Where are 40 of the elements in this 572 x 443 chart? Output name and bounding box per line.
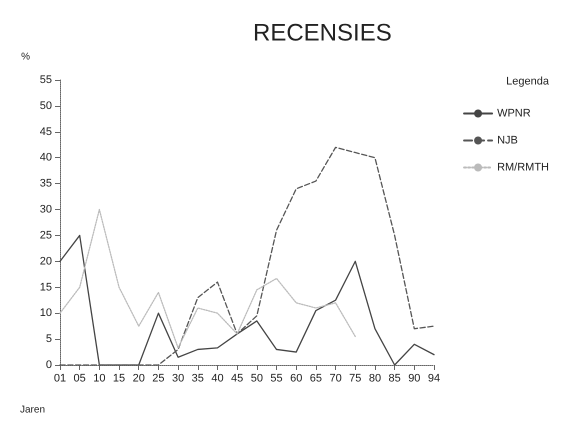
- x-tick-label: 45: [231, 372, 244, 384]
- y-tick-label: 5: [46, 333, 52, 346]
- y-tick-label: 40: [40, 152, 52, 164]
- y-tick-label: 10: [40, 307, 52, 320]
- x-axis-title: Jaren: [20, 404, 46, 416]
- x-tick-label: 90: [408, 372, 420, 384]
- line-series: [59, 208, 356, 349]
- chart-title: RECENSIES: [253, 20, 392, 46]
- y-tick-label: 55: [40, 74, 52, 86]
- x-tick-label: 25: [152, 372, 165, 384]
- legend-label: RM/RMTH: [497, 162, 550, 174]
- x-tick-label: 20: [132, 372, 145, 384]
- x-tick-label: 65: [310, 372, 322, 384]
- x-tick-label: 85: [388, 372, 401, 384]
- x-tick-label: 70: [329, 372, 342, 384]
- legend-label: NJB: [497, 134, 518, 146]
- x-tick-label: 50: [250, 372, 263, 384]
- x-tick-label: 60: [290, 372, 302, 384]
- legend-label: WPNR: [497, 108, 531, 120]
- y-tick-label: 35: [40, 178, 52, 190]
- x-tick-label: 30: [172, 372, 184, 384]
- legend-title: Legenda: [506, 76, 550, 88]
- y-tick-label: 0: [46, 359, 52, 371]
- y-tick-label: 25: [40, 229, 52, 242]
- y-axis-title: %: [21, 52, 30, 62]
- x-tick-label: 94: [428, 372, 440, 384]
- y-tick-label: 15: [40, 281, 52, 294]
- x-tick-label: 80: [368, 372, 382, 384]
- x-tick-label: 35: [192, 372, 204, 384]
- y-tick-label: 20: [40, 255, 52, 268]
- x-tick-label: 10: [93, 372, 106, 384]
- y-tick-label: 50: [40, 100, 52, 112]
- y-tick-label: 45: [40, 126, 52, 138]
- x-tick-label: 01: [54, 372, 66, 384]
- x-tick-label: 40: [211, 372, 224, 384]
- y-tick-label: 30: [40, 204, 52, 216]
- x-tick-label: 75: [349, 372, 362, 384]
- x-tick-label: 55: [270, 372, 283, 384]
- x-tick-label: 05: [74, 372, 86, 384]
- x-tick-label: 15: [112, 372, 126, 384]
